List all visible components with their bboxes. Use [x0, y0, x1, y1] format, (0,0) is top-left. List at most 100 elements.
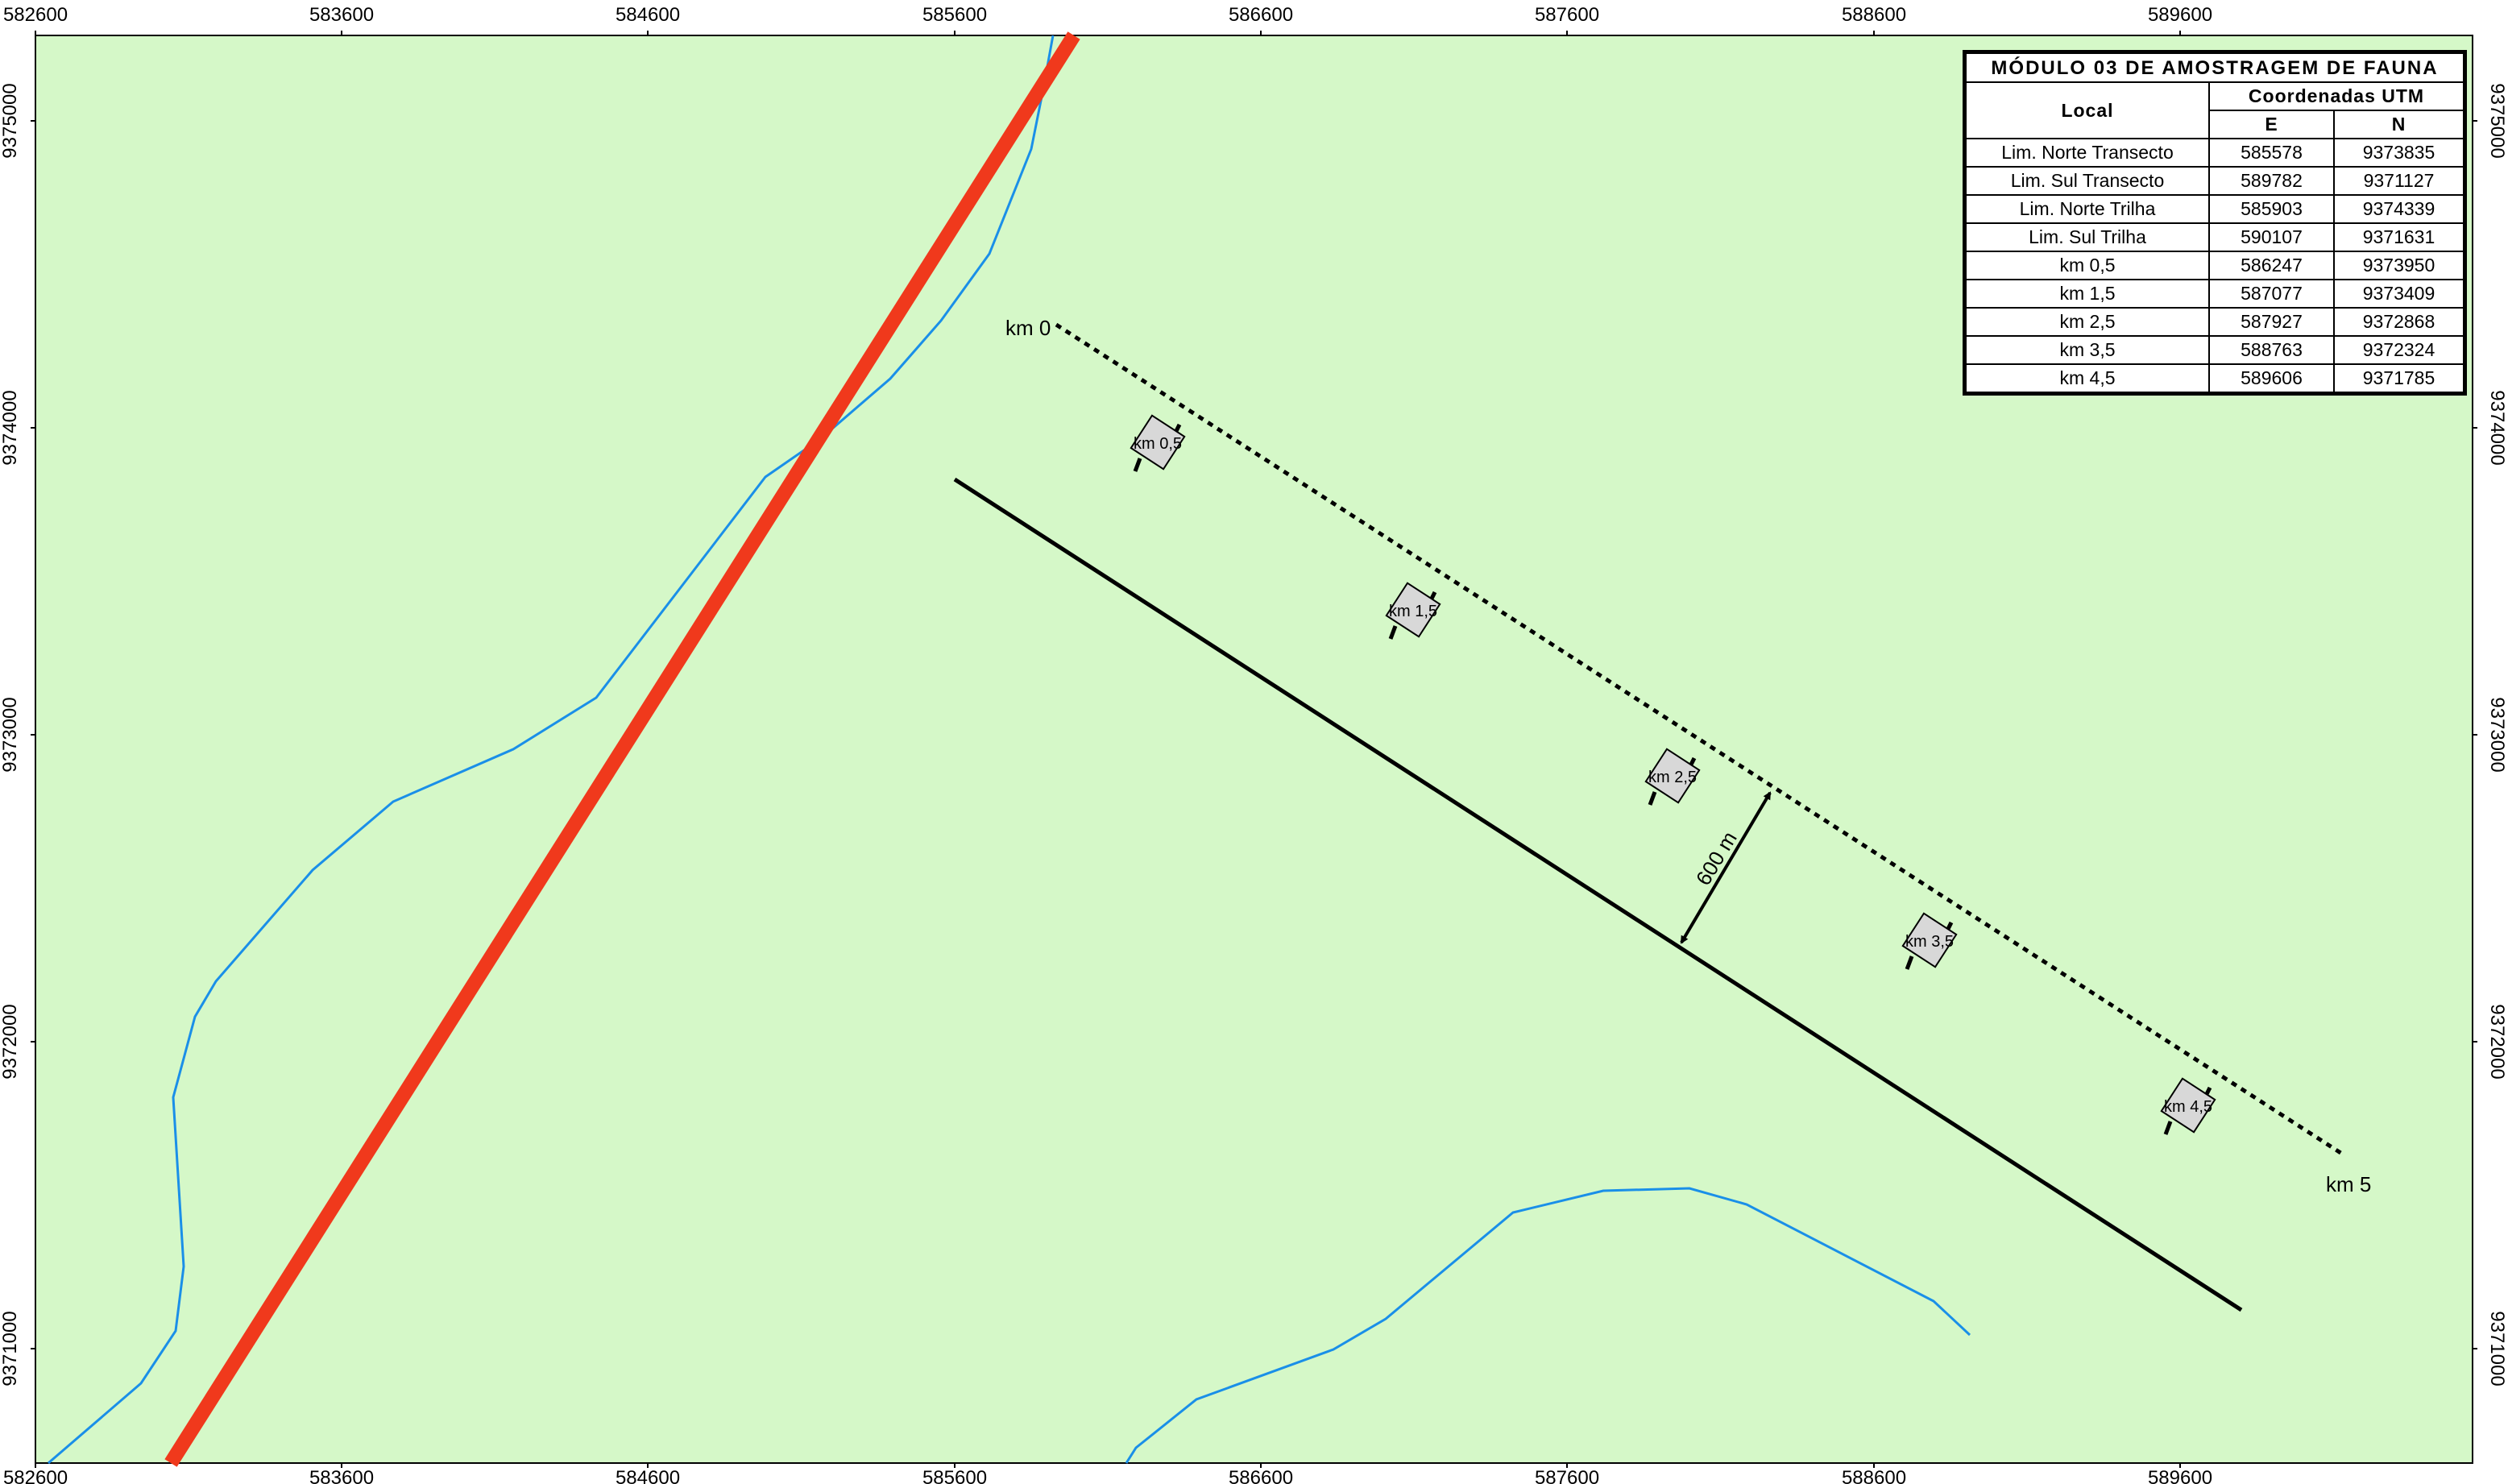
table-row: km 1,5 587077 9373409: [1965, 279, 2464, 309]
y-tick-label: 9374000: [0, 390, 21, 465]
marker-sign: [1130, 414, 1186, 470]
table-row: km 4,5 589606 9371785: [1965, 363, 2464, 393]
x-tick-label: 584600: [616, 4, 680, 26]
km-marker-1-5[interactable]: km 1,5: [1385, 582, 1441, 640]
x-tick-label: 583600: [309, 4, 374, 26]
marker-post: [2163, 1121, 2173, 1135]
x-tick-label: 587600: [1535, 4, 1599, 26]
table-row: km 2,5 587927 9372868: [1965, 307, 2464, 337]
coord-header: Coordenadas UTM: [2208, 81, 2464, 111]
x-tick-label: 586600: [1229, 4, 1293, 26]
y-tick-label: 9372000: [2486, 1004, 2508, 1079]
x-tick-label: 589600: [2148, 4, 2212, 26]
x-tick-label: 584600: [616, 1467, 680, 1484]
y-tick-label: 9373000: [2486, 697, 2508, 772]
trail-start-label: km 0: [1005, 316, 1051, 340]
local-cell: Lim. Sul Transecto: [1965, 166, 2210, 196]
y-axis-right: 9375000 9374000 9373000 9372000 9371000: [2486, 83, 2508, 1386]
n-cell: 9374339: [2333, 194, 2464, 224]
marker-post: [1388, 625, 1398, 640]
river-southeast: [1125, 1187, 1971, 1464]
e-cell: 590107: [2208, 222, 2335, 252]
distance-arrow: [1680, 791, 1772, 944]
e-cell: 585903: [2208, 194, 2335, 224]
table-row: km 3,5 588763 9372324: [1965, 335, 2464, 365]
local-cell: Lim. Norte Transecto: [1965, 138, 2210, 168]
y-tick-label: 9371000: [0, 1311, 21, 1386]
y-tick-label: 9374000: [2486, 390, 2508, 465]
y-tick-label: 9371000: [2486, 1311, 2508, 1386]
local-cell: km 0,5: [1965, 251, 2210, 280]
table-row: Lim. Sul Trilha 590107 9371631: [1965, 222, 2464, 252]
y-tick-label: 9372000: [0, 1004, 21, 1079]
y-tick-label: 9375000: [0, 83, 21, 158]
n-cell: 9373409: [2333, 279, 2464, 309]
legend-title: MÓDULO 03 DE AMOSTRAGEM DE FAUNA: [1965, 52, 2464, 83]
local-header: Local: [1965, 81, 2210, 139]
coordinates-legend: MÓDULO 03 DE AMOSTRAGEM DE FAUNA Local C…: [1963, 50, 2467, 396]
n-cell: 9371785: [2333, 363, 2464, 393]
x-axis-top: 582600 583600 584600 585600 586600 58760…: [3, 4, 2212, 26]
x-tick-label: 585600: [922, 1467, 987, 1484]
table-row: Lim. Norte Transecto 585578 9373835: [1965, 138, 2464, 168]
n-cell: 9372868: [2333, 307, 2464, 337]
table-row: km 0,5 586247 9373950: [1965, 251, 2464, 280]
e-cell: 588763: [2208, 335, 2335, 365]
trail-end-label: km 5: [2326, 1172, 2371, 1196]
marker-label: km 4,5: [2164, 1098, 2212, 1116]
e-cell: 587077: [2208, 279, 2335, 309]
marker-label: km 3,5: [1905, 933, 1954, 951]
x-axis-bottom: 582600 583600 584600 585600 586600 58760…: [3, 1467, 2212, 1484]
marker-label: km 0,5: [1134, 435, 1182, 453]
y-axis-left: 9375000 9374000 9373000 9372000 9371000: [0, 83, 21, 1386]
marker-post: [1648, 791, 1657, 806]
x-tick-label: 587600: [1535, 1467, 1599, 1484]
n-cell: 9373835: [2333, 138, 2464, 168]
local-cell: km 3,5: [1965, 335, 2210, 365]
x-tick-label: 588600: [1842, 1467, 1906, 1484]
marker-sign: [1385, 582, 1441, 638]
y-tick-label: 9373000: [0, 697, 21, 772]
table-row: Lim. Norte Trilha 585903 9374339: [1965, 194, 2464, 224]
local-cell: km 1,5: [1965, 279, 2210, 309]
n-cell: 9373950: [2333, 251, 2464, 280]
e-cell: 589782: [2208, 166, 2335, 196]
transect-line: [953, 477, 2243, 1312]
local-cell: Lim. Sul Trilha: [1965, 222, 2210, 252]
x-tick-label: 586600: [1229, 1467, 1293, 1484]
km-marker-2-5[interactable]: km 2,5: [1644, 748, 1701, 806]
trail-line: [1055, 322, 2346, 1158]
marker-sign: [1644, 748, 1701, 804]
river-west: [48, 35, 1055, 1465]
marker-post: [1905, 955, 1914, 970]
x-tick-label: 582600: [3, 1467, 68, 1484]
marker-label: km 2,5: [1648, 769, 1697, 786]
e-cell: 589606: [2208, 363, 2335, 393]
e-header: E: [2208, 110, 2335, 139]
n-cell: 9371127: [2333, 166, 2464, 196]
table-row: Lim. Sul Transecto 589782 9371127: [1965, 166, 2464, 196]
x-tick-label: 585600: [922, 4, 987, 26]
marker-label: km 1,5: [1389, 603, 1437, 620]
km-marker-3-5[interactable]: km 3,5: [1901, 912, 1958, 970]
x-tick-label: 582600: [3, 4, 68, 26]
local-cell: km 2,5: [1965, 307, 2210, 337]
marker-sign: [1901, 912, 1958, 968]
km-marker-0-5[interactable]: km 0,5: [1130, 414, 1186, 472]
km-marker-4-5[interactable]: km 4,5: [2160, 1077, 2216, 1135]
local-cell: Lim. Norte Trilha: [1965, 194, 2210, 224]
e-cell: 586247: [2208, 251, 2335, 280]
frame-ticks: [31, 31, 2477, 1468]
x-tick-label: 583600: [309, 1467, 374, 1484]
e-cell: 587927: [2208, 307, 2335, 337]
n-cell: 9372324: [2333, 335, 2464, 365]
marker-post: [1133, 458, 1142, 472]
highway-line: [164, 31, 1080, 1467]
e-cell: 585578: [2208, 138, 2335, 168]
n-cell: 9371631: [2333, 222, 2464, 252]
x-tick-label: 588600: [1842, 4, 1906, 26]
n-header: N: [2333, 110, 2464, 139]
marker-sign: [2160, 1077, 2216, 1134]
x-tick-label: 589600: [2148, 1467, 2212, 1484]
y-tick-label: 9375000: [2486, 83, 2508, 158]
